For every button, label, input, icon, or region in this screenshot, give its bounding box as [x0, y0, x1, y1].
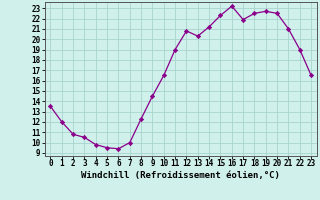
X-axis label: Windchill (Refroidissement éolien,°C): Windchill (Refroidissement éolien,°C): [81, 171, 280, 180]
